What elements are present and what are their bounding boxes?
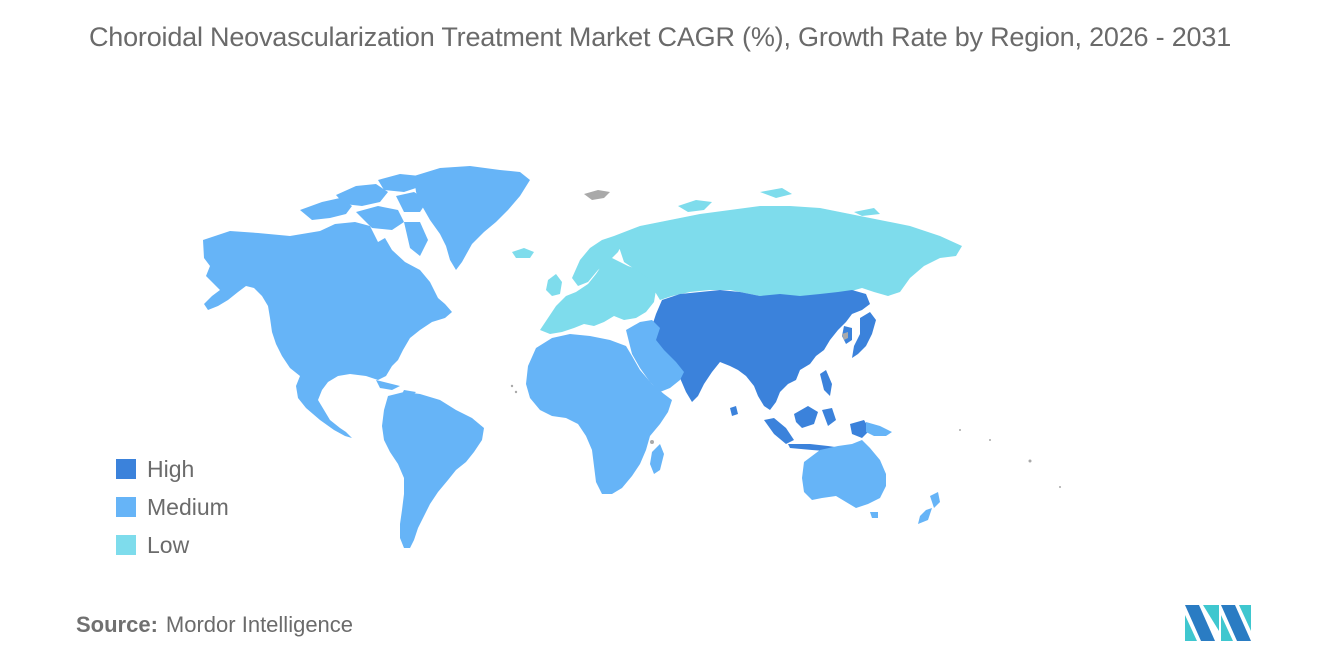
source-label: Source: (76, 612, 158, 637)
region-russia (614, 188, 962, 300)
legend-swatch-low (116, 535, 136, 555)
legend-item-low: Low (116, 526, 229, 564)
chart-title: Choroidal Neovascularization Treatment M… (88, 22, 1232, 52)
legend-label-low: Low (147, 531, 190, 558)
legend: High Medium Low (116, 450, 229, 564)
source-attribution: Source: Mordor Intelligence (76, 612, 353, 638)
mordor-intelligence-logo-icon (1185, 605, 1251, 641)
region-south-america (382, 392, 484, 548)
source-value: Mordor Intelligence (165, 612, 354, 637)
legend-label-high: High (147, 455, 195, 482)
region-africa-middle-east (526, 320, 684, 494)
region-oceania (802, 422, 940, 524)
region-europe (512, 236, 656, 334)
legend-swatch-high (116, 459, 136, 479)
legend-item-high: High (116, 450, 229, 488)
legend-label-medium: Medium (147, 493, 229, 520)
region-no-data (510, 190, 1061, 488)
legend-item-medium: Medium (116, 488, 229, 526)
legend-swatch-medium (116, 497, 136, 517)
region-north-america (203, 166, 530, 438)
